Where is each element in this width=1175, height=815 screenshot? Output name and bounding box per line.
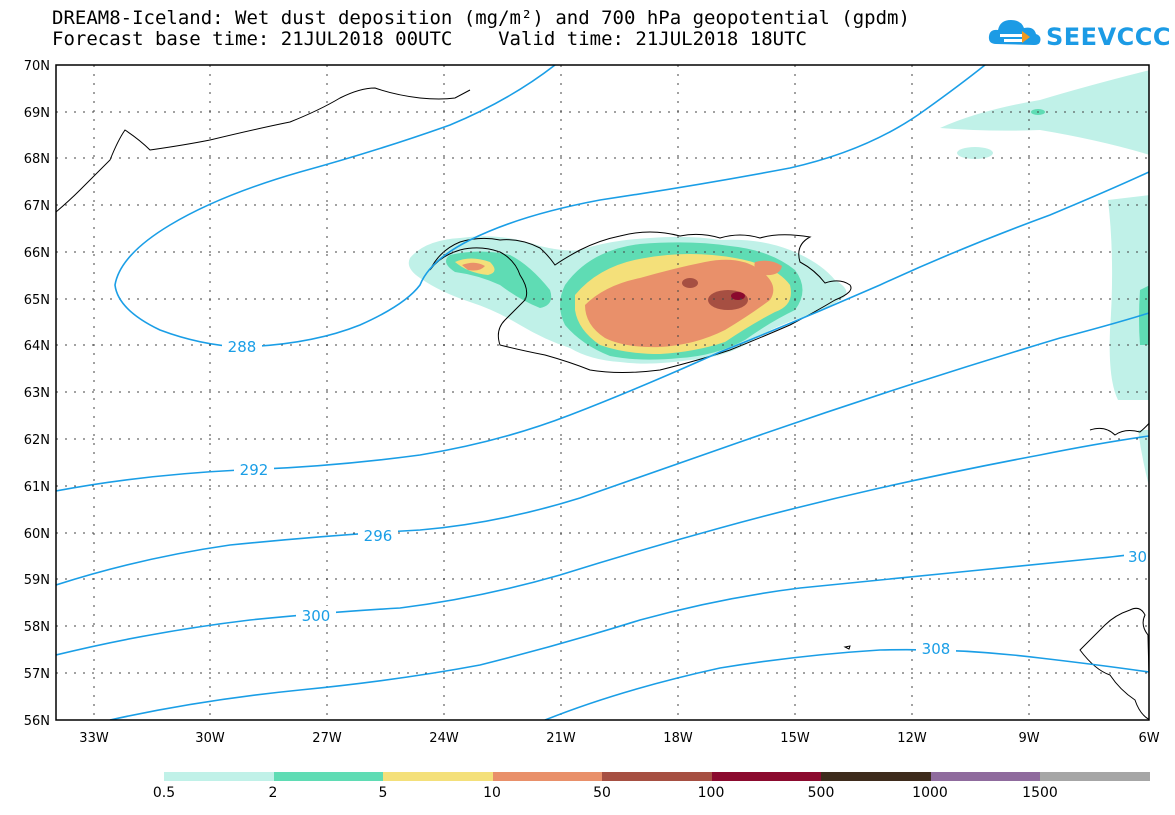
lat-tick-68n: 68N (24, 152, 50, 167)
legend-label-2: 2 (268, 785, 278, 801)
cloud-icon (988, 20, 1041, 45)
legend-label-500: 500 (807, 785, 835, 801)
dust-area-iceland-high (462, 259, 782, 348)
dust-spot-northeast (957, 147, 993, 159)
coastline-iceland (429, 231, 852, 373)
legend-swatch-9 (1040, 772, 1150, 781)
coastline-norway-north (1089, 422, 1149, 436)
contour-label-308-bg (916, 639, 956, 657)
lat-tick-56n: 56N (24, 714, 50, 729)
lon-tick-9w: 9W (1018, 731, 1039, 746)
longitude-axis: 33W 30W 27W 24W 21W 18W 15W 12W 9W 6W (79, 731, 1159, 746)
legend-label-1500: 1500 (1022, 785, 1058, 801)
contour-label-288-bg (222, 337, 262, 355)
coastline-scotland (1079, 607, 1149, 720)
lat-tick-67n: 67N (24, 199, 50, 214)
contour-288 (114, 65, 986, 348)
lon-tick-27w: 27W (312, 731, 342, 746)
contour-label-288: 288 (228, 338, 257, 356)
lat-tick-69n: 69N (24, 106, 50, 121)
contour-296 (56, 312, 1149, 586)
coastlines (56, 87, 1149, 720)
legend-swatch-1 (164, 772, 274, 781)
lat-tick-60n: 60N (24, 527, 50, 542)
legend-label-5: 5 (378, 785, 388, 801)
contour-label-292: 292 (240, 461, 269, 479)
dust-deposition-field (408, 70, 1149, 487)
contour-label-300: 300 (302, 607, 331, 625)
lat-tick-63n: 63N (24, 386, 50, 401)
lat-tick-62n: 62N (24, 433, 50, 448)
lon-tick-6w: 6W (1138, 731, 1159, 746)
lat-tick-58n: 58N (24, 620, 50, 635)
lat-tick-57n: 57N (24, 667, 50, 682)
contour-label-296: 296 (364, 527, 393, 545)
legend-swatch-4 (492, 772, 603, 781)
contour-labels: 288 292 296 300 30 308 (222, 337, 1149, 658)
legend-label-50: 50 (593, 785, 611, 801)
lon-tick-33w: 33W (79, 731, 109, 746)
legend-swatch-8 (930, 772, 1041, 781)
contour-label-300-bg (296, 606, 336, 624)
logo-text: SEEVCCC (1046, 23, 1171, 51)
legend-swatch-7 (821, 772, 931, 781)
lat-tick-70n: 70N (24, 59, 50, 74)
legend-label-100: 100 (697, 785, 725, 801)
latitude-axis: 70N 69N 68N 67N 66N 65N 64N 63N 62N 61N … (24, 59, 50, 729)
lon-tick-30w: 30W (195, 731, 225, 746)
map-title: DREAM8-Iceland: Wet dust deposition (mg/… (52, 7, 910, 29)
contour-label-292-bg (234, 460, 274, 478)
lat-tick-66n: 66N (24, 246, 50, 261)
lon-tick-18w: 18W (663, 731, 693, 746)
lat-tick-64n: 64N (24, 339, 50, 354)
contour-label-304: 30 (1128, 548, 1147, 566)
legend-swatch-3 (383, 772, 493, 781)
contour-label-296-bg (358, 526, 398, 544)
contour-300 (56, 435, 1149, 656)
lon-tick-15w: 15W (780, 731, 810, 746)
contour-label-304-bg (1124, 547, 1149, 565)
map-content: 288 292 296 300 30 308 (56, 65, 1149, 720)
dust-spot-iceland-core-2 (682, 278, 698, 288)
lon-tick-12w: 12W (897, 731, 927, 746)
legend-label-10: 10 (483, 785, 501, 801)
lat-tick-59n: 59N (24, 573, 50, 588)
lon-tick-24w: 24W (429, 731, 459, 746)
legend-swatch-5 (602, 772, 712, 781)
legend-label-0.5: 0.5 (152, 785, 176, 801)
legend-swatch-2 (273, 772, 384, 781)
coastline-faroes (843, 645, 851, 650)
seevccc-logo: SEEVCCC (986, 12, 1171, 62)
coastline-greenland (56, 87, 471, 213)
contour-304 (109, 551, 1149, 720)
lon-tick-21w: 21W (546, 731, 576, 746)
map-frame (55, 64, 1150, 721)
legend-label-1000: 1000 (912, 785, 948, 801)
dust-area-east-edge-2 (1138, 430, 1149, 487)
dust-spot-iceland-core-3 (731, 292, 745, 300)
contour-label-308: 308 (922, 640, 951, 658)
dust-area-east-edge (1108, 195, 1149, 400)
map-subtitle: Forecast base time: 21JUL2018 00UTC Vali… (52, 28, 807, 50)
contour-308 (544, 648, 1149, 720)
legend-swatch-6 (711, 772, 822, 781)
gridlines (56, 65, 1149, 720)
lat-tick-61n: 61N (24, 480, 50, 495)
lat-tick-65n: 65N (24, 293, 50, 308)
